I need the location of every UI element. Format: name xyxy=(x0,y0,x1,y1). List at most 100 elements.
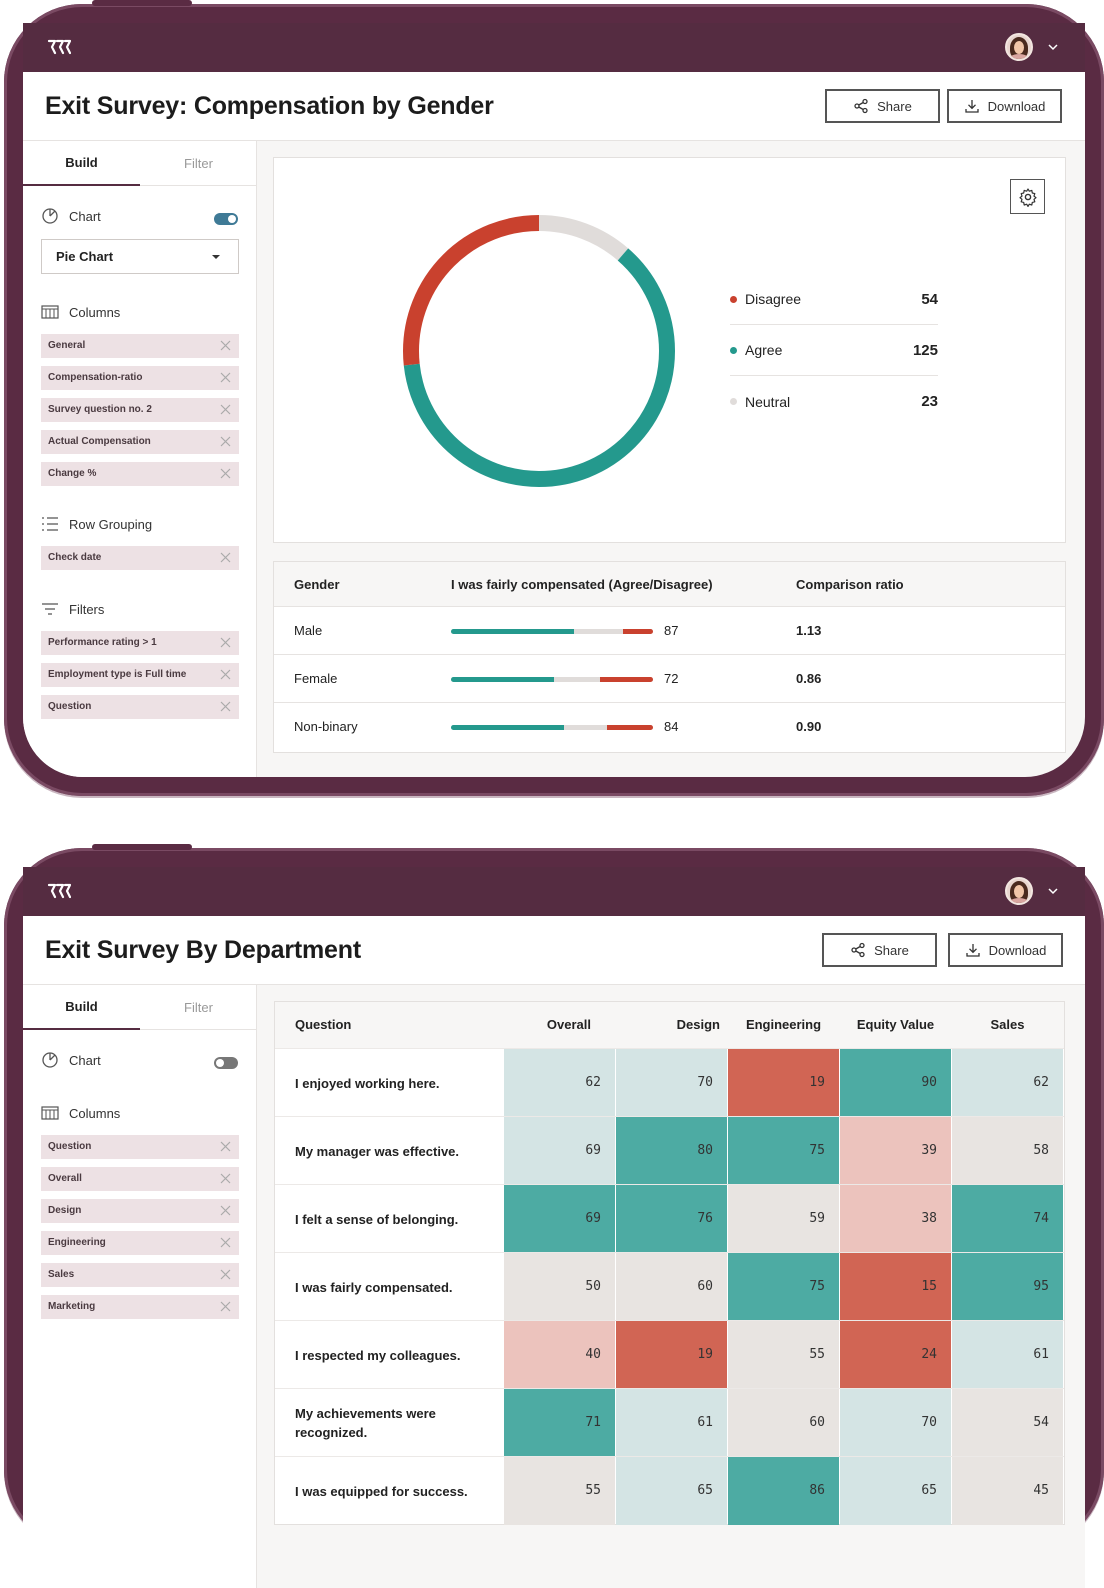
close-icon[interactable] xyxy=(220,1205,231,1216)
share-button[interactable]: Share xyxy=(822,933,937,967)
heatmap-cell[interactable]: 61 xyxy=(952,1321,1063,1389)
heatmap-cell[interactable]: 55 xyxy=(728,1321,839,1389)
heatmap-cell[interactable]: 61 xyxy=(616,1389,727,1457)
column-chip[interactable]: Actual Compensation xyxy=(41,430,239,454)
table-row[interactable]: I was fairly compensated. 50 60 75 15 95 xyxy=(275,1252,1064,1321)
close-icon[interactable] xyxy=(220,436,231,447)
column-header: Overall xyxy=(546,1017,591,1032)
close-icon[interactable] xyxy=(220,552,231,563)
pie-slice-agree[interactable] xyxy=(403,215,675,487)
column-chip[interactable]: Survey question no. 2 xyxy=(41,398,239,422)
column-chip[interactable]: Engineering xyxy=(41,1231,239,1255)
heatmap-cell[interactable]: 38 xyxy=(840,1185,951,1253)
filter-chip[interactable]: Question xyxy=(41,695,239,719)
column-chip[interactable]: Question xyxy=(41,1135,239,1159)
column-header: Comparison ratio xyxy=(796,577,904,592)
chart-settings-button[interactable] xyxy=(1010,179,1045,214)
chip-label: Check date xyxy=(48,552,102,563)
heatmap-cell[interactable]: 75 xyxy=(728,1117,839,1185)
heatmap-cell[interactable]: 76 xyxy=(616,1185,727,1253)
filter-chip[interactable]: Employment type is Full time xyxy=(41,663,239,687)
heatmap-cell[interactable]: 62 xyxy=(952,1049,1063,1117)
heatmap-cell[interactable]: 86 xyxy=(728,1457,839,1525)
close-icon[interactable] xyxy=(220,1269,231,1280)
column-chip[interactable]: Change % xyxy=(41,462,239,486)
tab-filter[interactable]: Filter xyxy=(184,156,213,171)
heatmap-cell[interactable]: 75 xyxy=(728,1253,839,1321)
chart-type-select[interactable]: Pie Chart xyxy=(41,239,239,274)
close-icon[interactable] xyxy=(220,372,231,383)
heatmap-cell[interactable]: 15 xyxy=(840,1253,951,1321)
share-button[interactable]: Share xyxy=(825,89,940,123)
column-chip[interactable]: Design xyxy=(41,1199,239,1223)
heatmap-cell[interactable]: 65 xyxy=(840,1457,951,1525)
filter-chip[interactable]: Performance rating > 1 xyxy=(41,631,239,655)
tab-build[interactable]: Build xyxy=(23,985,140,1030)
heatmap-cell[interactable]: 69 xyxy=(504,1185,615,1253)
chart-toggle[interactable] xyxy=(214,213,238,225)
table-row[interactable]: My achievements were recognized. 71 61 60 70… xyxy=(275,1388,1064,1457)
close-icon[interactable] xyxy=(220,1301,231,1312)
question-cell: I was equipped for success. xyxy=(295,1483,468,1499)
download-button[interactable]: Download xyxy=(948,933,1063,967)
row-grouping-chip[interactable]: Check date xyxy=(41,546,239,570)
user-avatar[interactable] xyxy=(1005,33,1033,61)
table-row[interactable]: I was equipped for success. 55 65 86 65 45 xyxy=(275,1456,1064,1525)
heatmap-cell[interactable]: 69 xyxy=(504,1117,615,1185)
close-icon[interactable] xyxy=(220,404,231,415)
close-icon[interactable] xyxy=(220,701,231,712)
tab-build[interactable]: Build xyxy=(23,141,140,186)
heatmap-cell[interactable]: 65 xyxy=(616,1457,727,1525)
table-row[interactable]: I enjoyed working here. 62 70 19 90 62 xyxy=(275,1048,1064,1117)
user-avatar[interactable] xyxy=(1005,877,1033,905)
heatmap-cell[interactable]: 55 xyxy=(504,1457,615,1525)
heatmap-cell[interactable]: 60 xyxy=(728,1389,839,1457)
column-chip[interactable]: Marketing xyxy=(41,1295,239,1319)
heatmap-cell[interactable]: 70 xyxy=(616,1049,727,1117)
close-icon[interactable] xyxy=(220,1173,231,1184)
tab-filter[interactable]: Filter xyxy=(184,1000,213,1015)
table-row[interactable]: I respected my colleagues. 40 19 55 24 61 xyxy=(275,1320,1064,1389)
chevron-down-icon[interactable] xyxy=(1047,41,1059,53)
heatmap-cell[interactable]: 45 xyxy=(952,1457,1063,1525)
heatmap-cell[interactable]: 58 xyxy=(952,1117,1063,1185)
close-icon[interactable] xyxy=(220,637,231,648)
chart-type-value: Pie Chart xyxy=(56,249,114,264)
heatmap-cell[interactable]: 95 xyxy=(952,1253,1063,1321)
column-chip[interactable]: Overall xyxy=(41,1167,239,1191)
table-row[interactable]: Female 72 0.86 xyxy=(274,655,1065,703)
heatmap-cell[interactable]: 24 xyxy=(840,1321,951,1389)
heatmap-cell[interactable]: 74 xyxy=(952,1185,1063,1253)
heatmap-cell[interactable]: 59 xyxy=(728,1185,839,1253)
close-icon[interactable] xyxy=(220,669,231,680)
table-row[interactable]: Non-binary 84 0.90 xyxy=(274,703,1065,751)
heatmap-cell[interactable]: 71 xyxy=(504,1389,615,1457)
close-icon[interactable] xyxy=(220,340,231,351)
heatmap-cell[interactable]: 39 xyxy=(840,1117,951,1185)
column-chip[interactable]: Sales xyxy=(41,1263,239,1287)
heatmap-cell[interactable]: 50 xyxy=(504,1253,615,1321)
logo-icon[interactable] xyxy=(47,882,71,900)
heatmap-cell[interactable]: 62 xyxy=(504,1049,615,1117)
heatmap-cell[interactable]: 19 xyxy=(616,1321,727,1389)
heatmap-cell[interactable]: 54 xyxy=(952,1389,1063,1457)
column-chip[interactable]: General xyxy=(41,334,239,358)
heatmap-cell[interactable]: 19 xyxy=(728,1049,839,1117)
column-chip[interactable]: Compensation-ratio xyxy=(41,366,239,390)
heatmap-cell[interactable]: 60 xyxy=(616,1253,727,1321)
close-icon[interactable] xyxy=(220,1141,231,1152)
chart-toggle[interactable] xyxy=(214,1057,238,1069)
close-icon[interactable] xyxy=(220,1237,231,1248)
pie-slice-disagree[interactable] xyxy=(403,215,675,487)
table-row[interactable]: Male 87 1.13 xyxy=(274,607,1065,655)
table-row[interactable]: My manager was effective. 69 80 75 39 58 xyxy=(275,1116,1064,1185)
heatmap-cell[interactable]: 70 xyxy=(840,1389,951,1457)
logo-icon[interactable] xyxy=(47,38,71,56)
chevron-down-icon[interactable] xyxy=(1047,885,1059,897)
download-button[interactable]: Download xyxy=(947,89,1062,123)
close-icon[interactable] xyxy=(220,468,231,479)
table-row[interactable]: I felt a sense of belonging. 69 76 59 38 74 xyxy=(275,1184,1064,1253)
heatmap-cell[interactable]: 90 xyxy=(840,1049,951,1117)
heatmap-cell[interactable]: 80 xyxy=(616,1117,727,1185)
heatmap-cell[interactable]: 40 xyxy=(504,1321,615,1389)
